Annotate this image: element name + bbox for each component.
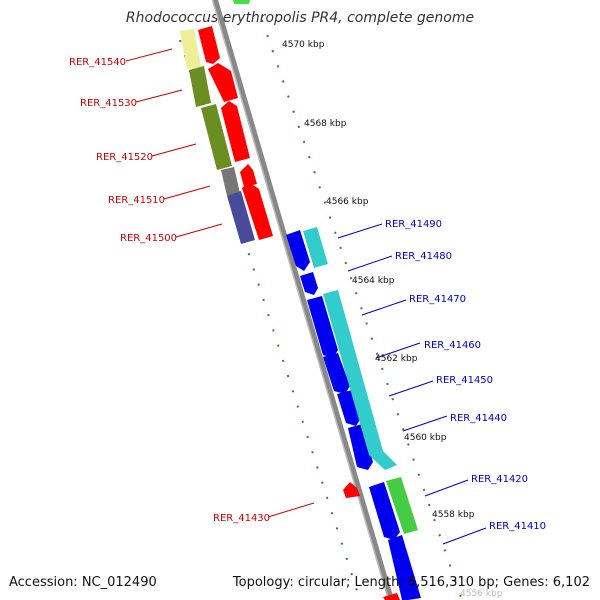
- gene-label-41510[interactable]: RER_41510: [108, 195, 165, 206]
- gene-label-41470[interactable]: RER_41470: [409, 294, 466, 305]
- cog-bar-41510[interactable]: [221, 167, 240, 196]
- scale-label: 4566 kbp: [326, 197, 369, 207]
- gene-arrow-41420[interactable]: [369, 482, 400, 540]
- scale-label: 4564 kbp: [352, 276, 395, 286]
- scale-label: 4570 kbp: [282, 40, 325, 50]
- gene-label-41500[interactable]: RER_41500: [120, 233, 177, 244]
- genome-backbone: [212, 0, 395, 600]
- gene-arrow-41410[interactable]: [388, 535, 421, 600]
- scale-label: 4558 kbp: [432, 510, 475, 520]
- leader-41510: [163, 185, 211, 200]
- gene-arrow-41530[interactable]: [208, 63, 238, 102]
- cog-bar-41530[interactable]: [189, 66, 211, 107]
- genome-title: Rhodococcus erythropolis PR4, complete g…: [125, 10, 475, 26]
- leader-41430: [267, 502, 315, 518]
- cog-bar-41540[interactable]: [180, 29, 201, 69]
- gene-label-41490[interactable]: RER_41490: [385, 219, 442, 230]
- leader-41480: [347, 255, 393, 272]
- gene-arrow-41450[interactable]: [337, 390, 361, 426]
- scale-label: 4568 kbp: [304, 119, 347, 129]
- gene-arrow-41520[interactable]: [221, 101, 250, 162]
- leader-41410: [442, 527, 487, 545]
- leader-41450: [388, 380, 434, 397]
- scale-label: 4562 kbp: [375, 354, 418, 364]
- leader-41530: [135, 89, 183, 103]
- leader-41540: [125, 48, 173, 62]
- cog-bar-41440[interactable]: [369, 451, 397, 470]
- gene-label-41530[interactable]: RER_41530: [80, 98, 137, 109]
- accession-text: Accession: NC_012490: [9, 575, 157, 590]
- genome-summary-text: Topology: circular; Length: 6,516,310 bp…: [232, 575, 590, 590]
- gene-arrow-41490[interactable]: [286, 230, 310, 271]
- gene-label-41430[interactable]: RER_41430: [213, 513, 270, 524]
- scale-label: 4556 kbp: [460, 589, 503, 599]
- genome-backbone-highlight: [211, 0, 390, 600]
- gene-arrow-top[interactable]: [233, 0, 250, 4]
- gene-arrow-bottom[interactable]: [383, 593, 400, 600]
- gene-label-41440[interactable]: RER_41440: [450, 413, 507, 424]
- cog-bar-41470[interactable]: [323, 290, 383, 455]
- gene-label-41460[interactable]: RER_41460: [424, 340, 481, 351]
- leader-41520: [151, 143, 197, 157]
- cog-bar-41520[interactable]: [201, 104, 232, 170]
- scale-label: 4560 kbp: [404, 433, 447, 443]
- cog-bar-41500[interactable]: [227, 191, 255, 244]
- gene-arrow-41510[interactable]: [240, 164, 257, 187]
- gene-arrow-41460[interactable]: [323, 353, 350, 394]
- leader-41420: [424, 479, 469, 497]
- leader-41460: [375, 342, 421, 359]
- gene-label-41520[interactable]: RER_41520: [96, 152, 153, 163]
- gene-arrow-41430[interactable]: [343, 482, 360, 498]
- gene-label-41480[interactable]: RER_41480: [395, 251, 452, 262]
- gene-label-41450[interactable]: RER_41450: [436, 375, 493, 386]
- gene-arrow-41500[interactable]: [242, 183, 273, 240]
- leader-41500: [175, 223, 223, 238]
- cog-bar-41420[interactable]: [386, 477, 418, 534]
- gene-arrow-41470[interactable]: [307, 296, 338, 358]
- leader-41440: [402, 415, 448, 432]
- gene-arrow-41480[interactable]: [300, 272, 318, 295]
- gene-arrow-41540[interactable]: [198, 26, 220, 64]
- leader-41490: [337, 223, 383, 239]
- gene-label-41410[interactable]: RER_41410: [489, 521, 546, 532]
- cog-bar-41490[interactable]: [303, 227, 328, 268]
- leader-41470: [361, 299, 407, 316]
- gene-label-41540[interactable]: RER_41540: [69, 57, 126, 68]
- gene-arrow-41440[interactable]: [348, 424, 373, 470]
- gene-label-41420[interactable]: RER_41420: [471, 474, 528, 485]
